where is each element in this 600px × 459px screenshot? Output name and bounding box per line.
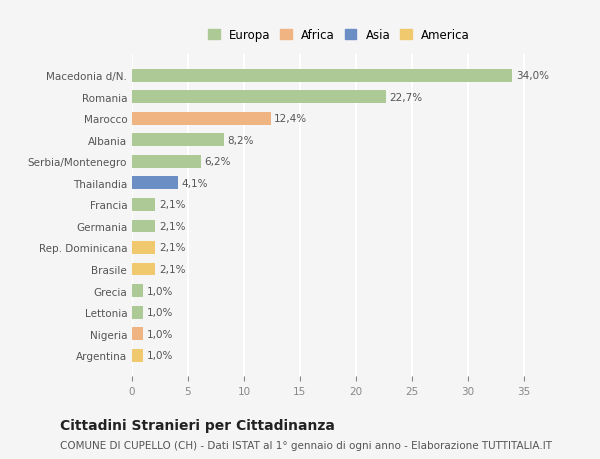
Text: 2,1%: 2,1% bbox=[159, 264, 185, 274]
Bar bbox=[132, 134, 224, 147]
Text: 34,0%: 34,0% bbox=[516, 71, 549, 81]
Text: 2,1%: 2,1% bbox=[159, 222, 185, 231]
Bar bbox=[132, 327, 143, 340]
Bar bbox=[132, 177, 178, 190]
Text: COMUNE DI CUPELLO (CH) - Dati ISTAT al 1° gennaio di ogni anno - Elaborazione TU: COMUNE DI CUPELLO (CH) - Dati ISTAT al 1… bbox=[60, 440, 552, 450]
Text: 12,4%: 12,4% bbox=[274, 114, 307, 124]
Text: 1,0%: 1,0% bbox=[146, 286, 173, 296]
Bar bbox=[132, 220, 155, 233]
Text: 2,1%: 2,1% bbox=[159, 200, 185, 210]
Bar bbox=[132, 70, 512, 83]
Text: 1,0%: 1,0% bbox=[146, 329, 173, 339]
Bar bbox=[132, 306, 143, 319]
Bar bbox=[132, 156, 202, 168]
Text: 8,2%: 8,2% bbox=[227, 135, 254, 146]
Text: 1,0%: 1,0% bbox=[146, 308, 173, 317]
Text: 4,1%: 4,1% bbox=[181, 179, 208, 189]
Text: Cittadini Stranieri per Cittadinanza: Cittadini Stranieri per Cittadinanza bbox=[60, 418, 335, 431]
Legend: Europa, Africa, Asia, America: Europa, Africa, Asia, America bbox=[205, 26, 473, 45]
Text: 6,2%: 6,2% bbox=[205, 157, 231, 167]
Text: 22,7%: 22,7% bbox=[389, 93, 422, 103]
Bar bbox=[132, 112, 271, 125]
Bar bbox=[132, 199, 155, 212]
Bar bbox=[132, 91, 386, 104]
Bar bbox=[132, 241, 155, 254]
Bar bbox=[132, 349, 143, 362]
Text: 2,1%: 2,1% bbox=[159, 243, 185, 253]
Text: 1,0%: 1,0% bbox=[146, 350, 173, 360]
Bar bbox=[132, 285, 143, 297]
Bar bbox=[132, 263, 155, 276]
